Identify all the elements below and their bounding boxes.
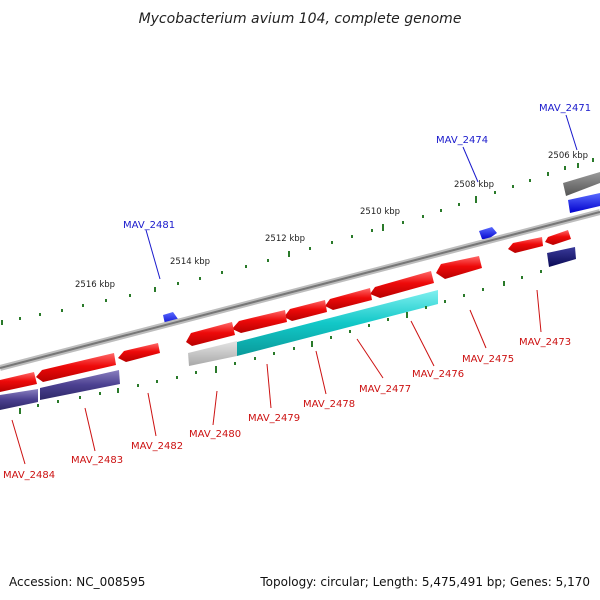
label-mav-2481: MAV_2481 xyxy=(123,220,175,231)
genome-summary-text: Topology: circular; Length: 5,475,491 bp… xyxy=(259,575,590,589)
label-mav-2482: MAV_2482 xyxy=(131,441,183,452)
gene-mav-2473[interactable] xyxy=(508,237,543,253)
kbp-label-2506: 2506 kbp xyxy=(548,151,588,161)
kbp-label-2508: 2508 kbp xyxy=(454,180,494,190)
gene-mav-2471[interactable] xyxy=(568,193,600,213)
reverse-leaders xyxy=(11,289,542,465)
inner-tick-ring xyxy=(19,270,542,414)
gene-mav-2478[interactable] xyxy=(284,300,327,321)
forward-genes xyxy=(163,172,600,326)
gene-mav-2476[interactable] xyxy=(370,271,434,298)
kbp-label-2510: 2510 kbp xyxy=(360,207,400,217)
label-mav-2475: MAV_2475 xyxy=(462,354,514,365)
gene-mav-2480[interactable] xyxy=(186,322,235,346)
map-title: Mycobacterium avium 104, complete genome xyxy=(139,11,462,27)
label-mav-2479: MAV_2479 xyxy=(248,413,300,424)
accession-text: Accession: NC_008595 xyxy=(9,575,145,589)
label-mav-2478: MAV_2478 xyxy=(303,399,355,410)
gene-purple[interactable] xyxy=(40,370,120,400)
label-mav-2477: MAV_2477 xyxy=(359,384,411,395)
kbp-label-2514: 2514 kbp xyxy=(170,257,210,267)
gene-mav-2482[interactable] xyxy=(118,343,160,362)
label-mav-2471: MAV_2471 xyxy=(539,103,591,114)
gene-red-small[interactable] xyxy=(545,230,571,245)
gene-mav-2474[interactable] xyxy=(479,227,497,240)
label-mav-2483: MAV_2483 xyxy=(71,455,123,466)
backbone-arc-edge xyxy=(0,211,600,369)
gene-gray[interactable] xyxy=(188,341,237,366)
label-mav-2474: MAV_2474 xyxy=(436,135,488,146)
label-mav-2480: MAV_2480 xyxy=(189,429,241,440)
gene-navy[interactable] xyxy=(547,247,576,267)
gene-mav-2479[interactable] xyxy=(232,310,287,333)
outer-tick-ring xyxy=(1,158,594,325)
label-mav-2484: MAV_2484 xyxy=(3,470,55,481)
label-mav-2473: MAV_2473 xyxy=(519,337,571,348)
gene-mav-2484[interactable] xyxy=(0,372,37,392)
gene-cyan[interactable] xyxy=(237,290,438,356)
gene-mav-2477[interactable] xyxy=(325,288,372,310)
gene-mav-2475[interactable] xyxy=(436,256,482,279)
gene-purple-left[interactable] xyxy=(0,389,38,410)
gene-mav-2483[interactable] xyxy=(36,353,116,382)
kbp-label-2516: 2516 kbp xyxy=(75,280,115,290)
reverse-genes xyxy=(0,230,576,410)
kbp-label-2512: 2512 kbp xyxy=(265,234,305,244)
gene-dark-gray[interactable] xyxy=(563,172,600,196)
forward-leaders xyxy=(145,114,578,280)
label-mav-2476: MAV_2476 xyxy=(412,369,464,380)
